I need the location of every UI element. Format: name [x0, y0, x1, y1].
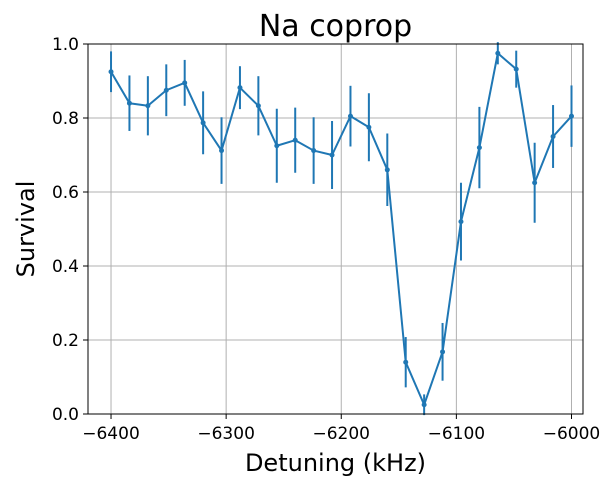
data-point	[476, 145, 482, 151]
y-tick-label: 1.0	[52, 35, 79, 55]
y-tick-label: 0.4	[52, 257, 79, 277]
data-point	[219, 148, 225, 154]
data-point	[255, 103, 261, 109]
y-axis-label: Survival	[12, 181, 40, 278]
grid-lines	[88, 43, 583, 415]
data-series	[108, 42, 574, 416]
data-point	[366, 124, 372, 130]
data-point	[200, 120, 206, 126]
y-tick-label: 0.8	[52, 109, 79, 129]
y-tick-label: 0.2	[52, 331, 79, 351]
data-point	[108, 69, 114, 75]
data-point	[329, 152, 335, 158]
data-point	[458, 219, 464, 225]
data-point	[347, 113, 353, 119]
plot-frame	[87, 43, 584, 415]
y-tick-label: 0.0	[52, 405, 79, 425]
chart-title: Na coprop	[259, 9, 412, 44]
data-point	[292, 137, 298, 143]
data-point	[311, 148, 317, 154]
data-point	[163, 87, 169, 93]
x-axis-label: Detuning (kHz)	[245, 449, 426, 477]
x-tick-label: −6000	[543, 424, 601, 444]
x-tick-label: −6100	[428, 424, 486, 444]
data-point	[550, 134, 556, 139]
data-point	[403, 359, 409, 365]
data-point	[182, 80, 188, 86]
x-tick-label: −6400	[82, 424, 140, 444]
data-point	[384, 167, 390, 173]
data-point	[532, 180, 538, 186]
data-point	[145, 103, 151, 109]
data-point	[126, 100, 132, 106]
axis-ticks: −6400 −6300 −6200 −6100 −6000 0.0 0.2 0.4 0.6 0.8…	[52, 35, 600, 444]
data-point	[568, 113, 574, 119]
x-tick-label: −6200	[312, 424, 370, 444]
data-point	[421, 402, 427, 408]
data-point	[237, 85, 243, 91]
x-tick-label: −6300	[197, 424, 255, 444]
data-point	[513, 66, 519, 72]
y-tick-label: 0.6	[52, 183, 79, 203]
data-point	[440, 349, 446, 355]
data-point	[495, 50, 501, 56]
data-point	[274, 143, 280, 149]
series-line	[110, 52, 573, 406]
